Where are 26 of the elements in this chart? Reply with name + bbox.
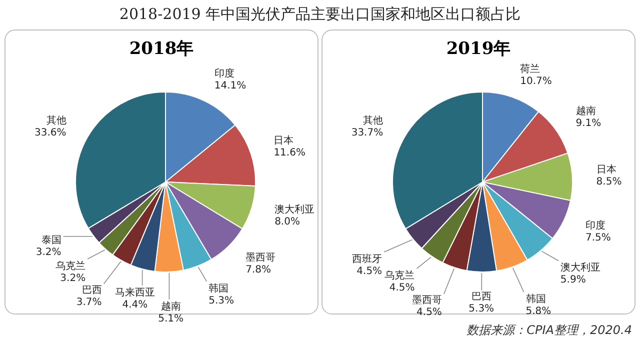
slice-label: 韩国 5.8% — [526, 294, 552, 318]
slice-label: 乌克兰 4.5% — [384, 270, 415, 294]
slice-label: 澳大利亚 8.0% — [274, 204, 315, 228]
slice-label: 其他 33.6% — [34, 115, 66, 138]
source-note: 数据来源：CPIA整理，2020.4 — [466, 323, 632, 337]
slice-label: 荷兰 10.7% — [520, 64, 552, 87]
chart-subtitle: 2018年 — [129, 39, 194, 59]
slice-label: 日本 8.5% — [596, 164, 622, 188]
slice-label: 印度 14.1% — [214, 68, 246, 92]
chart-title: 2018-2019 年中国光伏产品主要出口国家和地区出口额占比 — [119, 5, 521, 23]
slice-label: 越南 5.1% — [158, 301, 184, 324]
slice-label: 其他 33.7% — [351, 116, 384, 139]
slice-label: 日本 11.6% — [274, 136, 306, 159]
slice-label: 澳大利亚 5.9% — [560, 262, 600, 286]
slice-label: 马来西亚 4.4% — [114, 288, 155, 311]
slice-label: 印度 7.5% — [586, 220, 611, 244]
slice-label: 巴西 5.3% — [468, 292, 494, 314]
slice-label: 韩国 5.3% — [208, 283, 234, 306]
slice-label: 乌克兰 3.2% — [56, 261, 86, 284]
slice-label: 西班牙 4.5% — [352, 254, 382, 278]
slice-label: 墨西哥 4.5% — [412, 295, 442, 318]
slice-label: 墨西哥 7.8% — [246, 252, 276, 276]
chart-subtitle: 2019年 — [446, 39, 511, 59]
slice-label: 泰国 3.2% — [36, 235, 62, 258]
slice-label: 越南 9.1% — [576, 106, 602, 129]
slice-label: 巴西 3.7% — [76, 284, 102, 308]
